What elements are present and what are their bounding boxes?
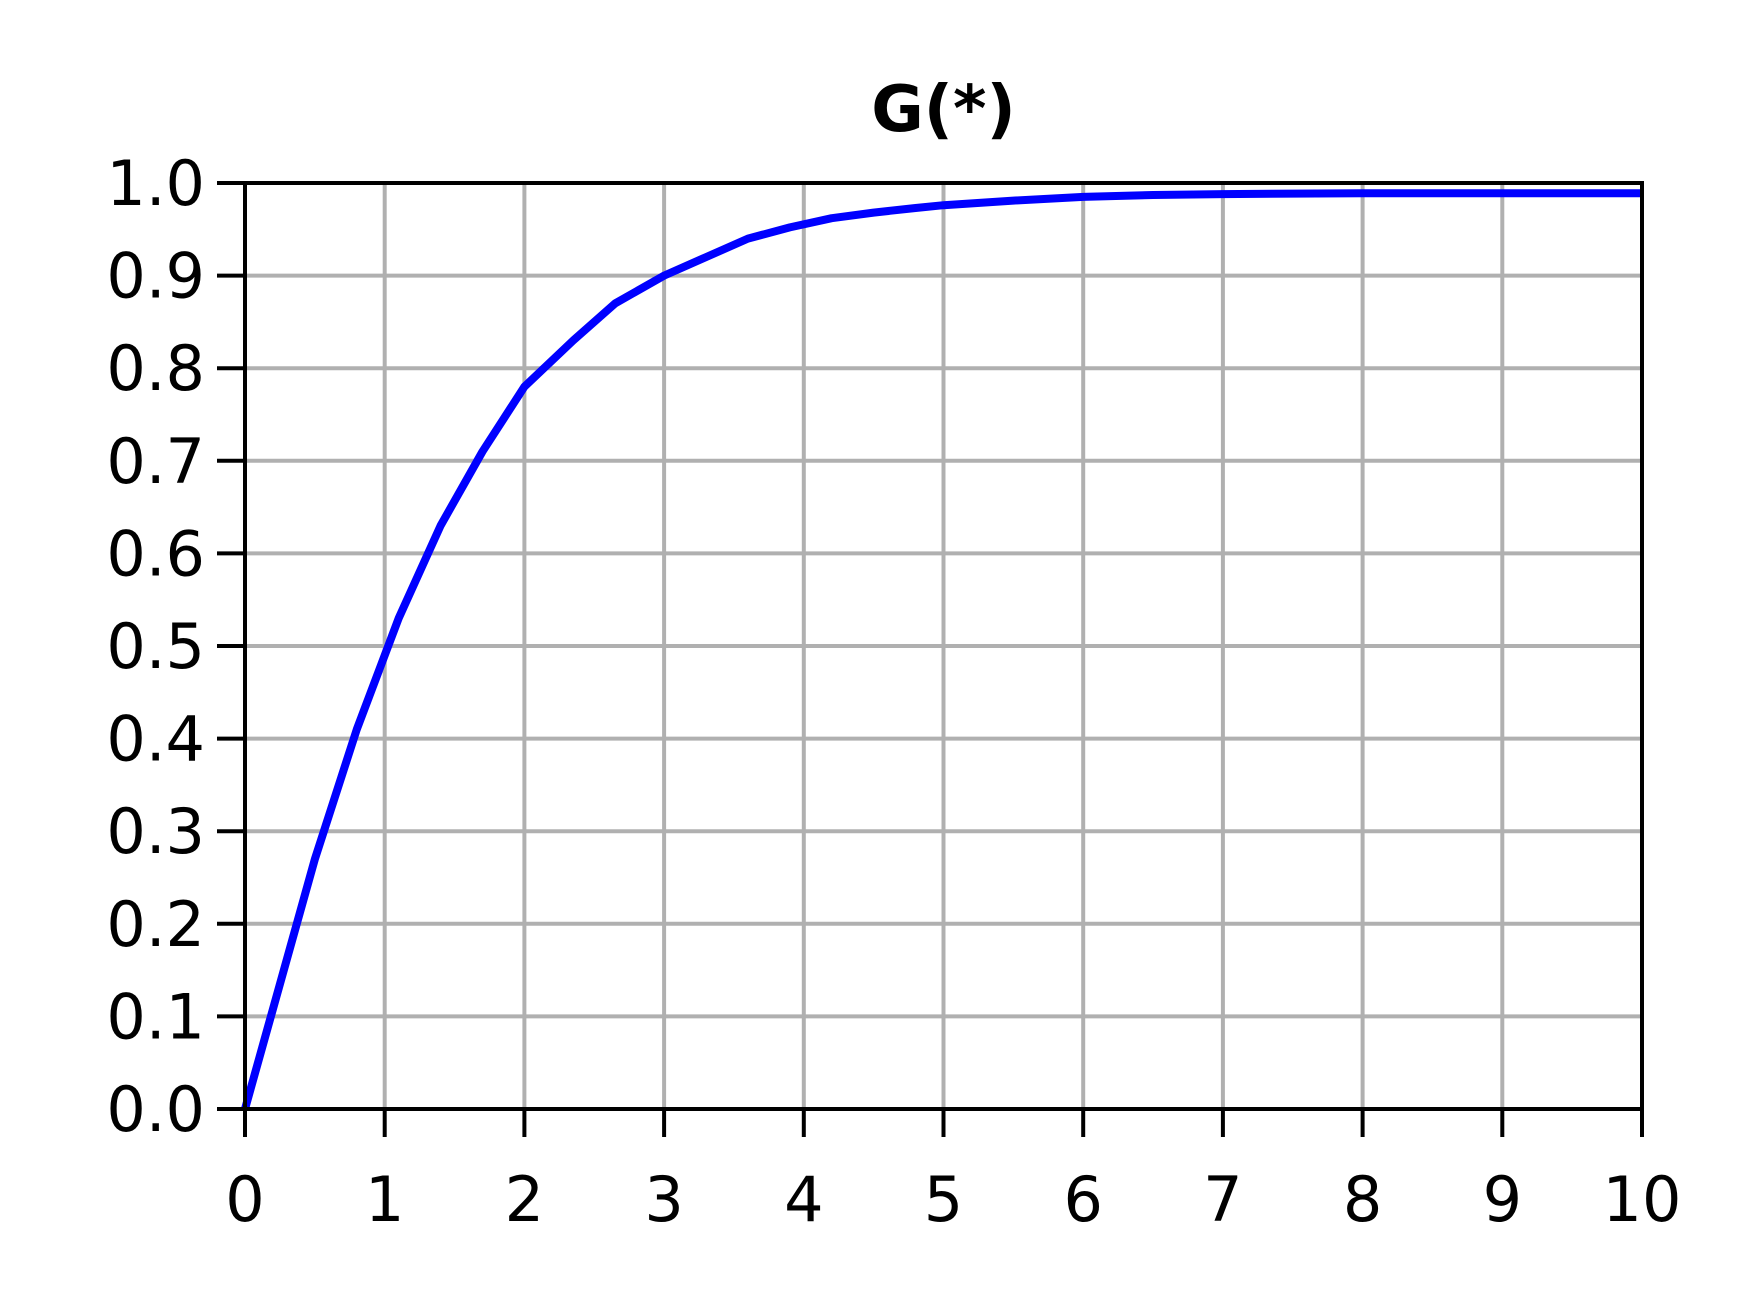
y-tick-label: 0.4 xyxy=(106,703,205,776)
y-tick-label: 0.7 xyxy=(106,425,205,498)
x-tick-label: 5 xyxy=(924,1163,963,1236)
y-tick-label: 0.3 xyxy=(106,795,205,868)
series-line-0 xyxy=(241,189,1642,1111)
y-tick-label: 0.1 xyxy=(106,980,205,1053)
y-tick-label: 0.5 xyxy=(106,610,205,683)
ticks xyxy=(217,181,1644,1137)
y-tick-label: 1.0 xyxy=(106,147,205,220)
x-tick-label: 2 xyxy=(505,1163,544,1236)
x-tick-label: 3 xyxy=(644,1163,683,1236)
x-tick-labels: 0 1 2 3 4 5 6 7 8 9 10 xyxy=(225,1163,1681,1236)
x-tick-label: 6 xyxy=(1063,1163,1102,1236)
y-tick-label: 0.8 xyxy=(106,332,205,405)
x-tick-label: 4 xyxy=(784,1163,823,1236)
series-layer xyxy=(241,189,1642,1111)
grid xyxy=(243,181,1644,1111)
chart-title: G(*) xyxy=(871,73,1016,147)
x-tick-label: 9 xyxy=(1483,1163,1522,1236)
x-tick-label: 10 xyxy=(1603,1163,1682,1236)
x-tick-label: 8 xyxy=(1343,1163,1382,1236)
x-tick-label: 7 xyxy=(1203,1163,1242,1236)
x-tick-label: 0 xyxy=(225,1163,264,1236)
y-tick-labels: 0.0 0.1 0.2 0.3 0.4 0.5 0.6 0.7 0.8 0.9 1.0 xyxy=(106,147,205,1146)
x-tick-label: 1 xyxy=(365,1163,404,1236)
y-tick-label: 0.6 xyxy=(106,517,205,590)
y-tick-label: 0.0 xyxy=(106,1073,205,1146)
y-tick-label: 0.9 xyxy=(106,240,205,313)
y-tick-label: 0.2 xyxy=(106,888,205,961)
